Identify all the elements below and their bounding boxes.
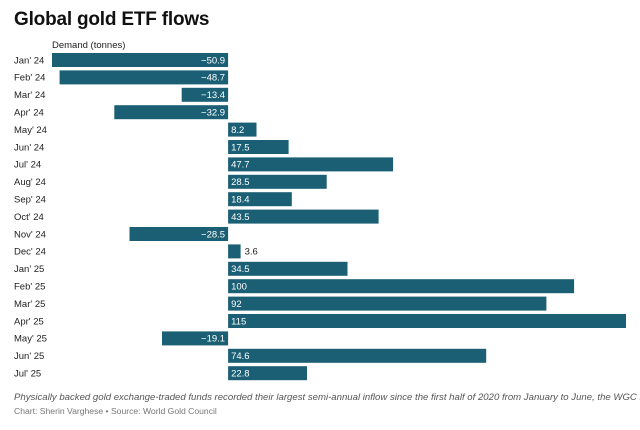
category-label: Feb' 25 [14,282,45,293]
category-label: Dec' 24 [14,247,46,258]
bar [228,348,487,363]
bar [228,296,547,311]
bar [129,227,229,241]
data-label: −50.9 [201,55,225,66]
data-label: 74.6 [231,351,250,362]
category-label: Mar' 25 [14,299,45,310]
category-label: Jun' 25 [14,351,44,362]
data-label: 8.2 [231,125,244,136]
bar [228,192,292,207]
axis-label: Demand (tonnes) [52,40,126,51]
data-label: −32.9 [201,108,225,119]
bar [114,105,229,120]
bar [228,209,379,224]
category-label: Jun' 24 [14,142,44,153]
bar [181,87,229,102]
bar [228,174,327,189]
data-label: −48.7 [201,73,225,84]
data-label: 3.6 [245,247,258,258]
category-label: Jul' 25 [14,369,41,380]
data-label: 100 [231,282,247,293]
bar [228,122,257,137]
data-label: −19.1 [201,334,225,345]
category-label: May' 24 [14,125,47,136]
bar [52,53,229,67]
data-label: 18.4 [231,195,250,206]
category-label: Apr' 24 [14,108,44,119]
data-label: 92 [231,299,242,310]
bar-chart: Jan' 24 −50.9 Feb' 24 −48.7 Mar' 24 −13.4 Apr'… [14,53,626,381]
data-label: 115 [231,316,246,327]
data-label: 43.5 [231,212,250,223]
bar [228,244,241,259]
bar [59,70,229,85]
category-label: Jan' 24 [14,55,44,66]
bar [228,157,394,172]
bar [228,140,289,154]
bar [228,279,575,294]
bar [228,366,307,381]
category-label: Nov' 24 [14,229,46,240]
category-label: Jan' 25 [14,264,44,275]
category-label: May' 25 [14,334,47,345]
category-label: Oct' 24 [14,212,44,223]
data-label: 22.8 [231,369,250,380]
bar [228,314,626,328]
bar [162,331,229,346]
data-label: −13.4 [201,90,225,101]
category-label: Jul' 24 [14,160,41,171]
category-label: Sep' 24 [14,195,46,206]
data-label: 17.5 [231,142,250,153]
bar [228,261,348,276]
data-label: −28.5 [201,229,225,240]
chart-title: Global gold ETF flows [14,9,210,30]
chart-caption: Physically backed gold exchange-traded f… [14,392,640,403]
chart-credit: Chart: Sherin Varghese • Source: World G… [14,406,217,416]
data-label: 28.5 [231,177,250,188]
category-label: Feb' 24 [14,73,45,84]
data-label: 34.5 [231,264,250,275]
category-label: Aug' 24 [14,177,46,188]
category-label: Apr' 25 [14,316,44,327]
data-label: 47.7 [231,160,250,171]
category-label: Mar' 24 [14,90,45,101]
